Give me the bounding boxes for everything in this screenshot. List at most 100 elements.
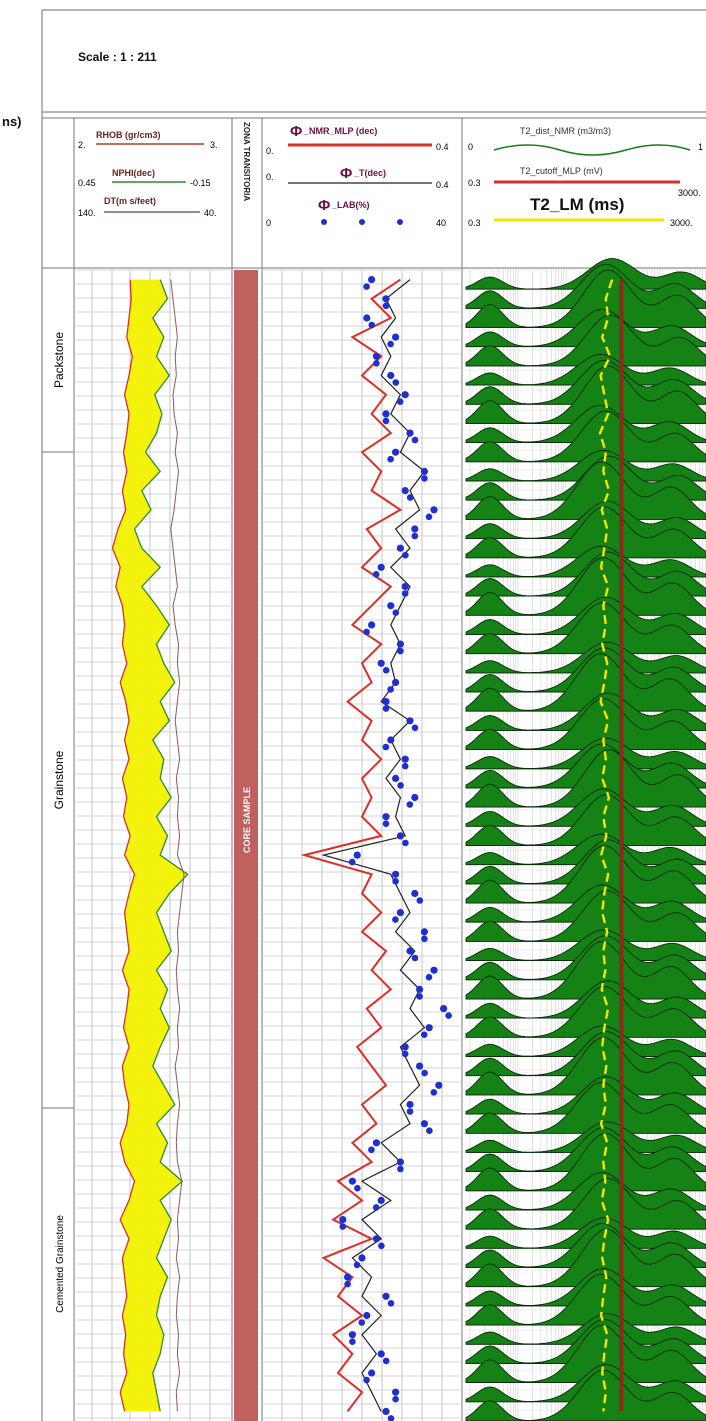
lab-point (392, 774, 400, 783)
lab-point (382, 813, 390, 821)
lithology-label: Grainstone (52, 750, 66, 809)
lab-point (420, 1031, 428, 1038)
lab-point (411, 532, 419, 540)
track3-series (300, 276, 452, 1421)
nphi-max: -0.15 (190, 178, 211, 188)
lab-point (397, 647, 404, 655)
t2-dist-sample (465, 1369, 706, 1421)
lab-point (382, 302, 390, 310)
t2-dist-sample (465, 359, 706, 405)
t2-dist-sample (465, 1036, 706, 1096)
lab-point (396, 640, 404, 648)
lab-point (368, 1369, 376, 1377)
track3-grid (262, 269, 462, 1421)
lab-point (411, 954, 419, 962)
t2-dist-sample (465, 263, 706, 309)
lab-point (392, 878, 399, 885)
lab-point (401, 1050, 409, 1058)
t2-dist-sample (465, 1273, 706, 1326)
track4-lines (598, 279, 624, 1412)
t2-dist-sample (465, 1172, 706, 1211)
lab-point (382, 820, 390, 827)
t2-lm-title: T2_LM (ms) (530, 195, 624, 214)
rhob-title: RHOB (gr/cm3) (96, 130, 161, 140)
lab-point (387, 736, 395, 744)
lab-point (382, 667, 390, 674)
lab-point (377, 1350, 385, 1358)
lab-point (392, 678, 400, 687)
lab-point (358, 1254, 366, 1262)
lab-point (353, 1261, 361, 1269)
lithology-label: Packstone (52, 332, 66, 388)
lab-point (372, 1204, 380, 1211)
lab-point (382, 1292, 390, 1300)
lab-point (401, 762, 409, 770)
lab-point (368, 276, 376, 284)
lab-point (402, 839, 409, 847)
lab-point (406, 1100, 414, 1109)
t2-dist-sample (465, 404, 706, 444)
lab-point (401, 582, 409, 591)
nphi-title: NPHI(dec) (112, 168, 155, 178)
t2-dist-sample (465, 1228, 706, 1288)
lab-point (392, 609, 400, 616)
lab-point (387, 602, 395, 610)
lab-point (348, 1331, 356, 1339)
lab-point (401, 1043, 409, 1051)
lab-point (430, 966, 438, 974)
lab-point (358, 1319, 366, 1326)
lab-point (392, 1388, 400, 1396)
t2-dist-sample (465, 461, 706, 520)
t2-dist-sample (465, 884, 706, 923)
lab-point (387, 686, 394, 693)
lab-point (382, 705, 390, 712)
lab-point (382, 1407, 390, 1415)
phi-lab-title: _LAB(%) (331, 200, 370, 210)
t2-cutoff-title: T2_cutoff_MLP (mV) (520, 166, 603, 176)
lab-point (392, 870, 400, 878)
lab-point (382, 743, 390, 751)
lab-point (396, 1158, 404, 1166)
lab-point (396, 832, 404, 840)
lab-point (397, 1165, 404, 1173)
nphi-curve (133, 279, 189, 1412)
lab-point (406, 717, 414, 725)
lab-point (378, 1242, 385, 1250)
lab-point (363, 628, 370, 636)
lab-point (348, 858, 356, 866)
lab-point (368, 621, 376, 629)
track1-series (111, 279, 189, 1412)
t2-dist-sample (465, 1025, 706, 1057)
t2-dist-sample (465, 749, 706, 808)
lab-point (401, 487, 409, 495)
lab-point (420, 1120, 428, 1128)
lab-point (382, 417, 390, 425)
lab-point (420, 928, 428, 936)
lab-point (416, 1062, 424, 1070)
t2-dist-sample (465, 1081, 706, 1134)
lab-point (377, 1196, 385, 1204)
lab-point (401, 755, 409, 763)
lab-point (425, 973, 433, 981)
lab-point (387, 1415, 395, 1421)
t2-dist-sample (465, 1313, 706, 1345)
lab-point (426, 1127, 433, 1134)
lab-point (406, 429, 414, 437)
lab-point (387, 455, 394, 463)
t2-dist-sample (465, 1222, 706, 1268)
t2-lm-curve (598, 279, 614, 1412)
t2-dist-sample (465, 833, 706, 866)
lab-point (354, 1184, 361, 1192)
lab-point (373, 360, 380, 367)
lab-point (421, 1069, 428, 1077)
lab-point (406, 801, 414, 808)
lab-point (416, 897, 424, 904)
lab-point (363, 314, 371, 322)
lithology-label: Cemented Grainstone (55, 1215, 66, 1313)
track4-header: T2_dist_NMR (m3/m3) 0 1 T2_cutoff_MLP (m… (468, 126, 703, 228)
t2-dist-sample (465, 449, 706, 482)
lab-legend-dot (321, 219, 327, 225)
rhob-curve (111, 279, 136, 1412)
lab-point (387, 340, 394, 348)
t2-dist-sample (465, 506, 706, 559)
